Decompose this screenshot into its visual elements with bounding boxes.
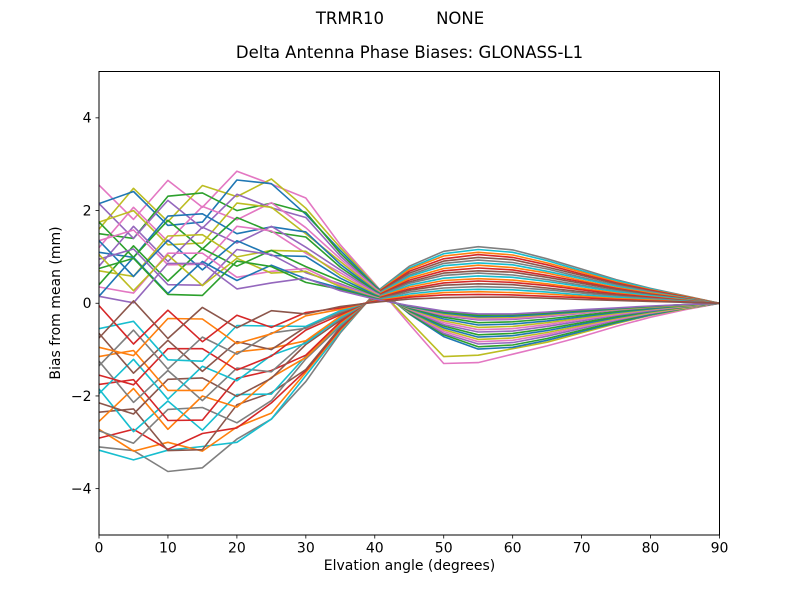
series-line xyxy=(98,293,720,345)
x-axis-ticks: 0 10 20 30 40 50 60 70 80 90 xyxy=(95,535,729,557)
series-line xyxy=(98,277,720,392)
x-tick-label: 10 xyxy=(159,541,177,557)
series-line xyxy=(98,264,720,431)
series-line xyxy=(98,248,720,461)
x-tick-label: 90 xyxy=(711,541,729,557)
series-line xyxy=(98,262,720,315)
y-tick-label: 0 xyxy=(83,296,92,312)
series-line xyxy=(98,282,720,375)
y-tick-label: 4 xyxy=(83,111,92,127)
y-tick-label: −4 xyxy=(71,481,92,497)
series-line xyxy=(98,296,720,340)
series-line xyxy=(98,267,720,422)
x-tick-label: 0 xyxy=(95,541,104,557)
x-tick-label: 30 xyxy=(297,541,315,557)
receiver-name: TRMR10 xyxy=(315,9,385,28)
suptitle: TRMR10 NONE xyxy=(0,9,800,28)
series-line xyxy=(98,251,720,452)
radome-name: NONE xyxy=(436,9,485,28)
axes-title: Delta Antenna Phase Biases: GLONASS-L1 xyxy=(235,43,584,62)
series-line xyxy=(98,262,720,433)
x-tick-label: 20 xyxy=(228,541,246,557)
series-line xyxy=(98,288,720,363)
series-line xyxy=(98,275,720,401)
series-lines xyxy=(98,170,720,473)
x-tick-label: 80 xyxy=(642,541,660,557)
y-tick-label: 2 xyxy=(83,203,92,219)
series-line xyxy=(98,272,720,404)
x-tick-label: 70 xyxy=(573,541,591,557)
series-line xyxy=(98,269,720,415)
series-line xyxy=(98,285,720,370)
series-line xyxy=(98,290,720,357)
series-line xyxy=(98,178,720,358)
series-line xyxy=(98,253,720,451)
x-tick-label: 60 xyxy=(504,541,522,557)
x-tick-label: 50 xyxy=(435,541,453,557)
series-line xyxy=(98,245,720,473)
x-axis-label: Elvation angle (degrees) xyxy=(323,558,496,574)
y-axis-label: Bias from mean (mm) xyxy=(48,226,64,380)
series-line xyxy=(98,259,720,445)
series-line xyxy=(98,256,720,452)
series-line xyxy=(98,245,720,324)
x-tick-label: 40 xyxy=(366,541,384,557)
axes-frame xyxy=(98,71,720,536)
series-line xyxy=(98,280,720,386)
y-tick-label: −2 xyxy=(71,389,92,405)
y-axis-ticks: −4 −2 0 2 4 xyxy=(71,111,99,497)
